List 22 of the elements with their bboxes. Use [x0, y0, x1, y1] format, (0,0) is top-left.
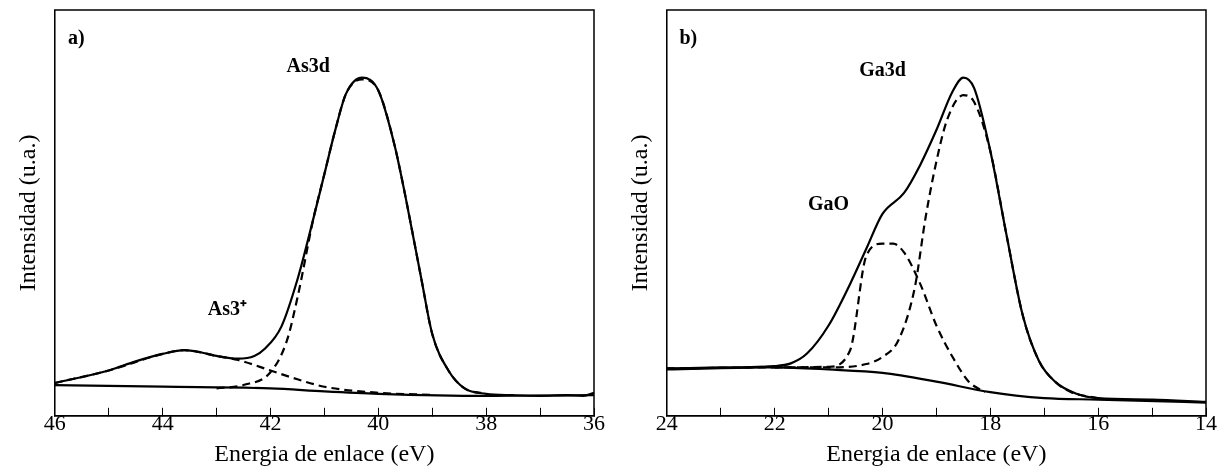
x-axis-title: Energia de enlace (eV): [826, 439, 1047, 466]
x-tick-label: 46: [43, 409, 66, 435]
x-tick-label: 38: [475, 409, 498, 435]
x-tick-label: 14: [1195, 409, 1217, 435]
annotation: As3⁺: [207, 297, 247, 320]
x-tick-label: 18: [979, 409, 1002, 435]
annotation: Ga3d: [859, 58, 906, 81]
x-tick-label: 20: [871, 409, 894, 435]
x-axis-title: Energia de enlace (eV): [214, 439, 435, 466]
y-axis-title: Intensidad (u.a.): [13, 134, 40, 292]
x-tick-label: 24: [655, 409, 678, 435]
annotation: GaO: [808, 191, 850, 214]
x-tick-label: 42: [259, 409, 282, 435]
x-tick-label: 44: [151, 409, 174, 435]
y-axis-title: Intensidad (u.a.): [625, 134, 652, 292]
x-tick-label: 22: [763, 409, 786, 435]
x-tick-label: 40: [367, 409, 390, 435]
x-tick-label: 36: [583, 409, 605, 435]
text: As3d: [286, 53, 330, 76]
text: b): [679, 25, 698, 49]
x-tick-label: 16: [1087, 409, 1110, 435]
text: a): [68, 25, 85, 49]
